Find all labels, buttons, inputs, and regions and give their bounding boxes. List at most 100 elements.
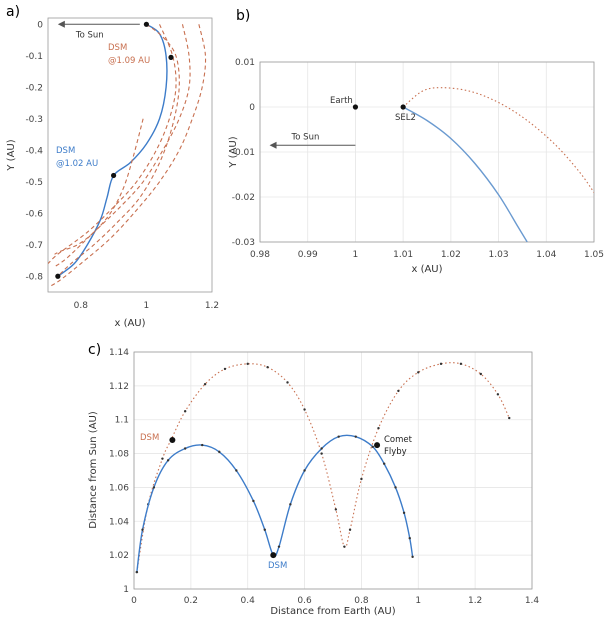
data-point <box>394 486 397 489</box>
data-point <box>377 426 380 430</box>
marker-point <box>400 104 406 110</box>
y-tick-label: 0.01 <box>235 58 255 68</box>
data-point <box>417 371 420 374</box>
sel2-label: SEL2 <box>395 113 416 123</box>
y-tick-label: 1.04 <box>109 517 129 527</box>
x-tick-label: 1.4 <box>525 596 540 606</box>
dsm-annotation: @1.09 AU <box>108 56 150 66</box>
y-axis-label: Y (AU) <box>6 139 17 171</box>
x-tick-label: 0.8 <box>354 596 369 606</box>
dsm-annotation: DSM <box>56 146 75 156</box>
y-tick-label: -0.4 <box>25 146 43 156</box>
earth-label: Earth <box>330 96 353 106</box>
y-tick-label: 1.12 <box>109 382 129 392</box>
panel-letter: c) <box>88 342 101 358</box>
data-point <box>223 367 227 371</box>
x-tick-label: 0 <box>131 596 137 606</box>
data-point <box>303 408 306 411</box>
data-point <box>343 545 346 548</box>
plot-frame <box>133 351 533 590</box>
plot-frame <box>259 61 595 243</box>
marker-point <box>270 552 277 559</box>
data-point <box>371 445 374 448</box>
marker-point <box>143 21 149 27</box>
data-point <box>496 393 500 396</box>
x-tick-label: 1.02 <box>441 250 461 260</box>
data-point <box>203 382 207 386</box>
x-axis-label: Distance from Earth (AU) <box>270 606 395 617</box>
to-sun-arrow-head <box>57 20 65 28</box>
y-axis-label: Distance from Sun (AU) <box>88 411 99 529</box>
data-point <box>402 511 406 515</box>
data-point <box>439 362 443 366</box>
x-tick-label: 1.04 <box>536 250 556 260</box>
panel-c: c) 0 0.2 0.4 0.6 0.8 1 1.2 1.4 1 1.02 1.04 1.06 1.08 1… <box>88 342 539 617</box>
to-sun-label: To Sun <box>291 132 320 142</box>
flyby-label: Flyby <box>384 447 407 457</box>
data-point <box>183 410 187 413</box>
marker-point <box>374 442 381 449</box>
data-point <box>354 435 357 438</box>
x-tick-label: 0.8 <box>74 301 89 311</box>
y-tick-label: -0.03 <box>232 238 255 248</box>
y-axis-label: Y (AU) <box>228 136 239 168</box>
data-point <box>360 477 363 481</box>
y-tick-label: -0.02 <box>232 193 255 203</box>
data-point <box>320 447 323 450</box>
to-sun-arrow-head <box>269 141 277 149</box>
data-point <box>135 570 139 574</box>
series-line <box>136 362 510 573</box>
plot-frame <box>47 17 213 293</box>
series-line <box>54 24 191 268</box>
data-point <box>508 416 511 420</box>
data-point <box>334 508 338 511</box>
x-tick-label: 0.4 <box>241 596 256 606</box>
series-line <box>57 23 180 277</box>
data-point <box>397 389 400 393</box>
data-point <box>266 366 269 369</box>
x-tick-label: 1 <box>353 250 359 260</box>
dsm-annotation: @1.02 AU <box>56 159 98 169</box>
y-tick-label: -0.7 <box>25 241 43 251</box>
data-point <box>166 459 170 462</box>
dsm-label-orange: DSM <box>140 433 159 443</box>
y-tick-label: 1.02 <box>109 551 129 561</box>
data-point <box>320 452 323 455</box>
comet-label: Comet <box>384 435 413 445</box>
y-tick-label: 1.08 <box>109 450 129 460</box>
data-point <box>252 499 255 503</box>
marker-point <box>55 273 61 279</box>
data-point <box>201 443 204 447</box>
x-tick-label: 0.98 <box>250 250 270 260</box>
data-point <box>479 372 483 376</box>
x-tick-label: 1.05 <box>584 250 604 260</box>
marker-point <box>111 172 117 179</box>
series-line <box>402 106 528 242</box>
panel-b: b) 0.98 0.99 1 1.01 1.02 1.03 1.04 1.05 0.01 0 -0.0… <box>228 8 604 275</box>
data-point <box>246 362 249 366</box>
x-tick-label: 0.6 <box>297 596 312 606</box>
marker-point <box>169 437 176 444</box>
series-line <box>54 118 144 255</box>
x-tick-label: 1 <box>415 596 421 606</box>
x-tick-label: 1.2 <box>468 596 482 606</box>
y-tick-label: 1 <box>123 585 129 595</box>
panel-letter: b) <box>236 8 250 24</box>
dsm-label-blue: DSM <box>268 561 287 571</box>
x-tick-label: 0.99 <box>298 250 318 260</box>
dsm-annotation: DSM <box>108 43 127 53</box>
series-line <box>50 24 207 287</box>
y-tick-label: -0.3 <box>25 115 43 125</box>
y-tick-label: 0 <box>37 20 43 30</box>
data-point <box>161 457 164 460</box>
x-tick-label: 0.2 <box>184 596 198 606</box>
y-tick-label: -0.6 <box>25 209 43 219</box>
x-tick-label: 1.2 <box>205 301 219 311</box>
y-tick-label: 1.1 <box>115 416 129 426</box>
data-point <box>289 503 292 506</box>
data-point <box>303 469 306 472</box>
data-point <box>218 450 221 454</box>
panel-letter: a) <box>6 4 20 20</box>
x-tick-label: 1 <box>144 301 150 311</box>
